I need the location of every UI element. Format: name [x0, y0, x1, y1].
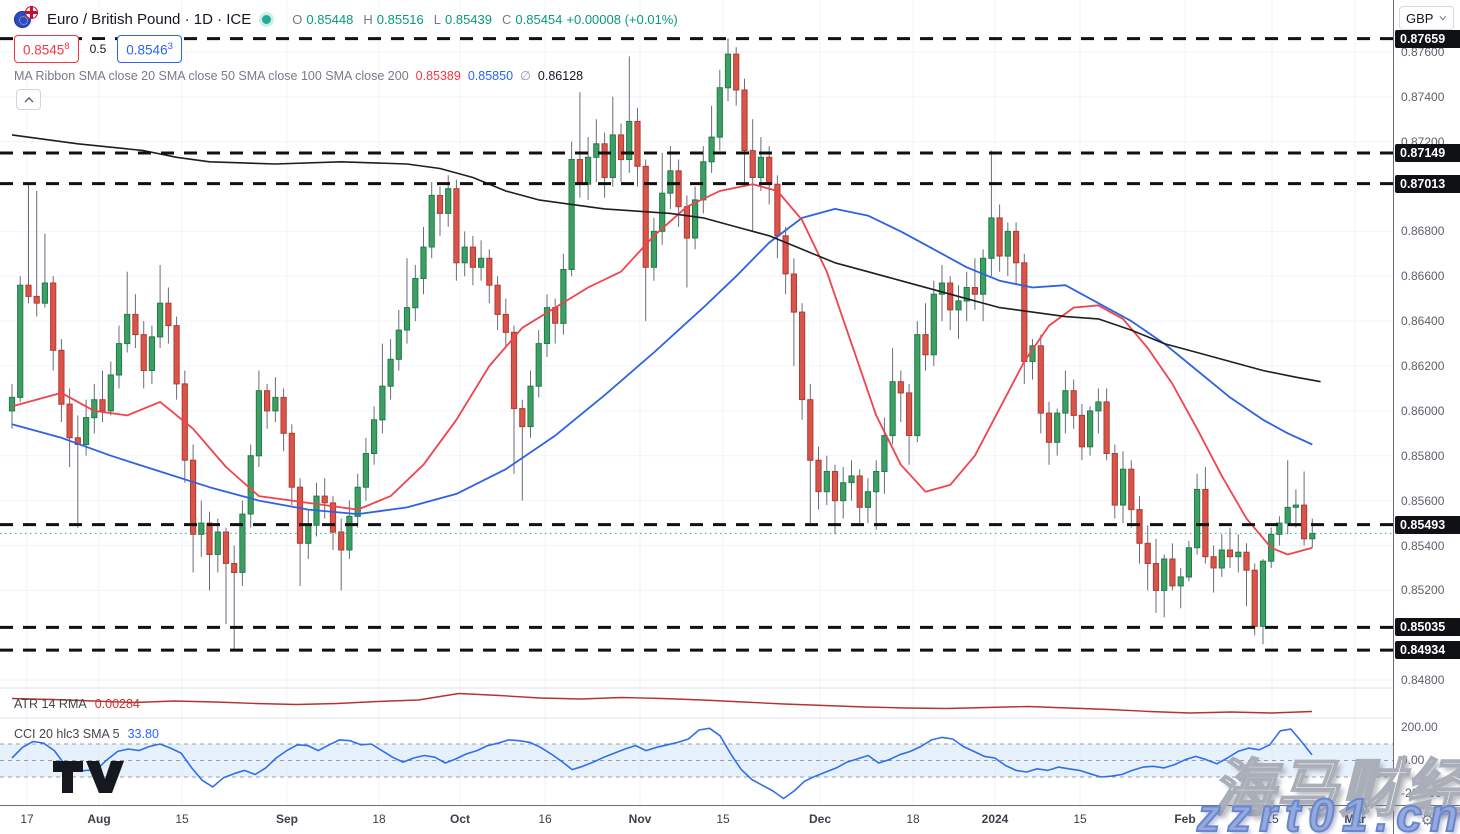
price-tick: 0.85800: [1401, 449, 1445, 463]
ohlc-readout: O 0.85448 H 0.85516 L 0.85439 C 0.85454 +0.0…: [286, 12, 677, 27]
ma-ribbon-legend[interactable]: MA Ribbon SMA close 20 SMA close 50 SMA …: [14, 68, 584, 84]
price-tick: 0.85200: [1401, 583, 1445, 597]
cci-scale-tick: -200.00: [1401, 786, 1442, 800]
price-tick: 0.87400: [1401, 90, 1445, 104]
atr-indicator-legend[interactable]: ATR 14 RMA 0.00284: [14, 697, 140, 711]
chevron-up-icon: [24, 96, 33, 102]
bid-fraction: 8: [64, 41, 70, 52]
cci-value: 33.80: [127, 727, 159, 741]
time-tick: 2024: [981, 812, 1009, 826]
time-tick: Feb: [1174, 812, 1196, 826]
low-label: L: [433, 11, 441, 27]
eur-gbp-flags-icon: [14, 6, 38, 30]
price-tick: 0.86000: [1401, 404, 1445, 418]
price-level-badge: 0.87149: [1395, 144, 1460, 162]
close-value: 0.85454: [515, 11, 563, 27]
time-tick: 18: [906, 812, 920, 826]
price-scale[interactable]: GBP 0.87600 0.87400 0.87200 0.86800 0.86600 0…: [1393, 0, 1460, 805]
atr-label: ATR 14 RMA: [14, 697, 87, 711]
collapse-legend-button[interactable]: [16, 89, 41, 110]
sma200-value: 0.86128: [537, 68, 584, 83]
time-tick: 17: [20, 812, 34, 826]
time-tick: 18: [372, 812, 386, 826]
cci-scale-tick: 0.00: [1401, 753, 1425, 767]
sma50-value: 0.85850: [467, 68, 514, 83]
symbol-header: Euro / British Pound · 1D · ICE O 0.85448…: [14, 6, 678, 30]
time-tick: 15: [175, 812, 189, 826]
cci-label: CCI 20 hlc3 SMA 5: [14, 727, 120, 741]
price-tick: 0.86400: [1401, 314, 1445, 328]
price-tick: 0.84800: [1401, 673, 1445, 687]
sma100-value: ∅: [520, 69, 531, 83]
sma20-value: 0.85389: [415, 68, 461, 83]
spread-value: 0.5: [85, 39, 111, 58]
cci-scale-tick: 200.00: [1401, 720, 1438, 734]
bid-ask-row: 0.85458 0.5 0.85463: [14, 35, 182, 63]
market-open-dot-icon[interactable]: [262, 14, 272, 24]
time-tick: Sep: [275, 812, 299, 826]
price-level-badge: 0.85493: [1395, 516, 1460, 534]
price-level-badge: 0.85035: [1395, 618, 1460, 636]
price-tick: 0.87600: [1401, 45, 1445, 59]
low-value: 0.85439: [445, 11, 492, 27]
time-scale[interactable]: 17 Aug 15 Sep 18 Oct 16 Nov 15 Dec 18 2024 15 Feb 15 Ma…: [0, 805, 1393, 834]
ask-value: 0.8546: [126, 42, 168, 58]
price-tick: 0.86600: [1401, 269, 1445, 283]
gear-icon: ⚙: [1420, 812, 1435, 829]
price-level-badge: 0.84934: [1395, 641, 1460, 659]
currency-selector[interactable]: GBP: [1399, 6, 1454, 30]
time-tick: Oct: [449, 812, 471, 826]
high-label: H: [363, 11, 373, 27]
time-tick: 15: [1265, 812, 1279, 826]
ask-fraction: 3: [167, 41, 173, 52]
chevron-down-icon: [1439, 15, 1447, 21]
change-value: +0.00008 (+0.01%): [566, 11, 678, 27]
price-tick: 0.86200: [1401, 359, 1445, 373]
price-tick: 0.85600: [1401, 494, 1445, 508]
price-level-badge: 0.87659: [1395, 30, 1460, 48]
tradingview-logo-icon: [53, 761, 124, 793]
time-tick: Aug: [87, 812, 111, 826]
time-tick: Dec: [808, 812, 832, 826]
scale-settings-corner[interactable]: ⚙: [1393, 805, 1460, 834]
open-value: 0.85448: [306, 11, 354, 27]
price-level-badge: 0.87013: [1395, 175, 1460, 193]
time-tick: 16: [538, 812, 552, 826]
time-tick: Mar: [1344, 812, 1366, 826]
bid-price-button[interactable]: 0.85458: [14, 35, 79, 63]
tradingview-logo[interactable]: [52, 760, 130, 799]
time-tick: Nov: [628, 812, 652, 826]
ma-ribbon-label: MA Ribbon SMA close 20 SMA close 50 SMA …: [14, 68, 409, 83]
time-tick: 15: [1073, 812, 1087, 826]
price-tick: 0.85400: [1401, 539, 1445, 553]
chart-canvas[interactable]: [0, 0, 1393, 805]
atr-value: 0.00284: [94, 697, 140, 711]
ask-price-button[interactable]: 0.85463: [117, 35, 182, 63]
currency-selector-label: GBP: [1406, 10, 1434, 26]
time-tick: 15: [716, 812, 730, 826]
open-label: O: [292, 11, 303, 27]
close-label: C: [502, 11, 512, 27]
high-value: 0.85516: [376, 11, 424, 27]
symbol-title[interactable]: Euro / British Pound · 1D · ICE: [47, 10, 252, 28]
price-tick: 0.86800: [1401, 224, 1445, 238]
bid-value: 0.8545: [23, 42, 65, 58]
cci-indicator-legend[interactable]: CCI 20 hlc3 SMA 5 33.80: [14, 727, 159, 741]
